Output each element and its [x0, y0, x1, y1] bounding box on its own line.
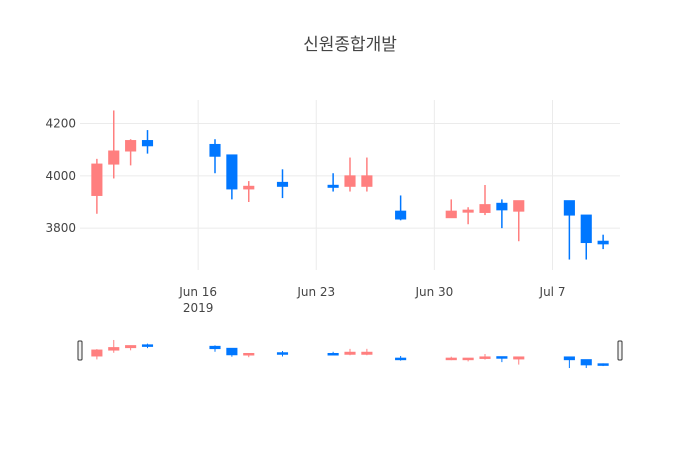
candle-body: [395, 210, 407, 220]
slider-candle-body: [276, 352, 289, 355]
candle[interactable]: [91, 158, 103, 214]
candle-body: [108, 150, 120, 165]
slider-candle-body: [91, 349, 103, 357]
candle-body: [496, 202, 508, 211]
candle[interactable]: [141, 130, 154, 154]
slider-candle[interactable]: [125, 345, 137, 351]
candle-body: [243, 185, 255, 190]
slider-candle[interactable]: [91, 349, 103, 360]
slider-candle[interactable]: [276, 351, 289, 357]
slider-candle-body: [513, 356, 525, 360]
slider-candle[interactable]: [141, 343, 154, 349]
slider-candle[interactable]: [462, 357, 474, 362]
candle-body: [580, 214, 592, 244]
slider-candle[interactable]: [580, 359, 592, 369]
slider-candle[interactable]: [108, 339, 120, 353]
slider-candle-body: [243, 352, 255, 356]
y-tick-label: 4200: [45, 117, 76, 131]
candle[interactable]: [361, 157, 373, 192]
slider-candle-body: [344, 351, 356, 355]
candle-body: [344, 175, 356, 187]
slider-candle-body: [479, 356, 491, 359]
candle[interactable]: [108, 110, 120, 179]
range-slider-right-handle[interactable]: [617, 340, 623, 361]
y-tick-label: 3800: [45, 221, 76, 235]
slider-candle-body: [445, 357, 457, 361]
candle-body: [226, 154, 238, 190]
slider-candle[interactable]: [344, 348, 356, 356]
candle-body: [462, 209, 474, 213]
candle-body: [445, 210, 457, 219]
candle[interactable]: [580, 214, 592, 260]
candle[interactable]: [209, 139, 221, 174]
slider-candle[interactable]: [597, 363, 609, 367]
candle-body: [209, 143, 221, 157]
y-tick-label: 4000: [45, 169, 76, 183]
slider-candle-body: [327, 352, 339, 356]
candle[interactable]: [445, 199, 457, 219]
x-tick-label: Jun 16: [178, 285, 217, 299]
slider-candle[interactable]: [209, 345, 221, 352]
slider-candle-body: [108, 347, 120, 351]
slider-candle-body: [226, 347, 238, 356]
grid-layer: [80, 100, 620, 270]
chart-title: 신원종합개발: [303, 35, 397, 55]
slider-candle-body: [361, 351, 373, 355]
axis-layer: 3800 4000 4200 Jun 16 Jun 23 Jun 30 Jul 7: [45, 117, 565, 299]
candle[interactable]: [496, 199, 508, 229]
candle-body: [276, 181, 289, 187]
slider-candle-body: [209, 345, 221, 350]
candle[interactable]: [276, 169, 289, 199]
candle[interactable]: [125, 139, 137, 166]
slider-candle-body: [563, 356, 575, 361]
candle-body: [513, 200, 525, 212]
range-slider-left-handle[interactable]: [77, 340, 83, 361]
candle-body: [597, 240, 609, 245]
slider-candle-body: [125, 345, 137, 349]
candle[interactable]: [479, 185, 491, 216]
candle-body: [361, 175, 373, 187]
x-axis-year-label: 2019: [183, 301, 214, 315]
candle[interactable]: [513, 200, 525, 242]
slider-candle[interactable]: [226, 347, 238, 357]
slider-candle[interactable]: [563, 356, 575, 369]
candle-layer: [91, 110, 609, 260]
candle[interactable]: [327, 173, 339, 192]
slider-candle[interactable]: [513, 356, 525, 365]
slider-candle[interactable]: [327, 351, 339, 356]
slider-candle-body: [141, 344, 154, 347]
slider-candle[interactable]: [361, 348, 373, 356]
candle-body: [91, 163, 103, 196]
candle[interactable]: [462, 207, 474, 225]
candle-body: [141, 140, 154, 147]
slider-candle-body: [597, 363, 609, 366]
range-slider[interactable]: [77, 338, 623, 370]
slider-candle[interactable]: [445, 356, 457, 361]
slider-candle-body: [395, 357, 407, 361]
candle-body: [327, 184, 339, 188]
slider-candle-body: [580, 359, 592, 366]
candle[interactable]: [226, 154, 238, 200]
slider-candle[interactable]: [395, 355, 407, 361]
x-tick-label: Jun 30: [414, 285, 453, 299]
candle[interactable]: [563, 200, 575, 260]
slider-candle-body: [496, 356, 508, 359]
x-tick-label: Jul 7: [539, 285, 566, 299]
candle[interactable]: [344, 157, 356, 192]
candle[interactable]: [243, 181, 255, 202]
candle-body: [563, 200, 575, 216]
candle-body: [125, 140, 137, 152]
slider-candle-body: [462, 357, 474, 361]
candle-body: [479, 204, 491, 213]
x-tick-label: Jun 23: [296, 285, 335, 299]
slider-candle[interactable]: [496, 356, 508, 363]
slider-candle[interactable]: [479, 354, 491, 360]
candle[interactable]: [395, 195, 407, 221]
slider-candle[interactable]: [243, 352, 255, 358]
candle[interactable]: [597, 234, 609, 250]
